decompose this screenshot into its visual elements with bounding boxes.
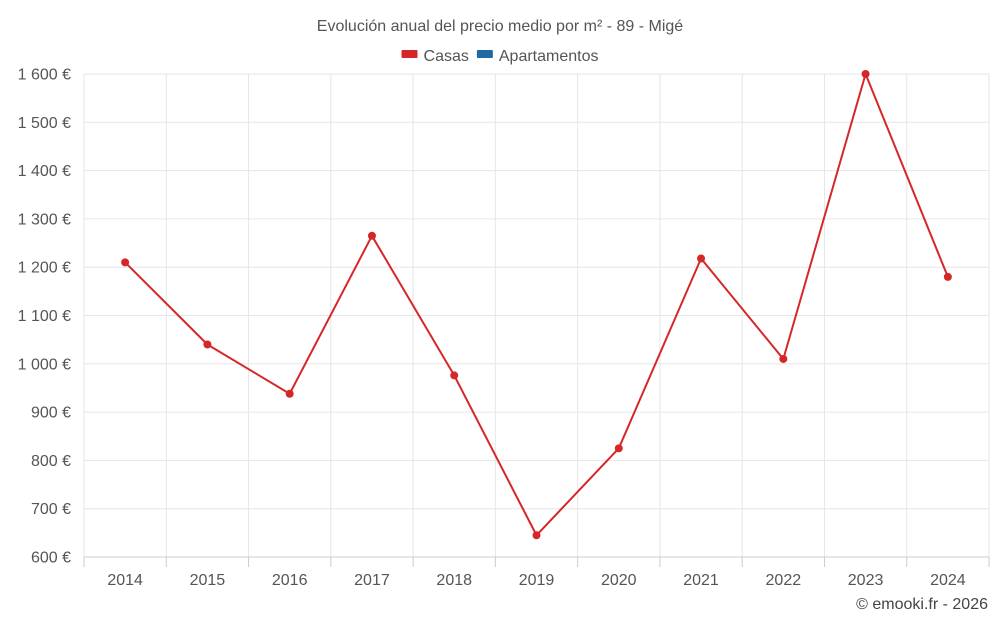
data-point — [203, 340, 212, 349]
y-tick-label: 700 € — [31, 501, 71, 518]
y-tick-label: 900 € — [31, 405, 71, 422]
data-point — [697, 254, 706, 263]
x-tick-label: 2024 — [930, 572, 966, 589]
x-tick-label: 2023 — [848, 572, 884, 589]
data-point — [121, 258, 130, 267]
legend-label: Apartamentos — [499, 48, 599, 65]
grid — [83, 73, 990, 558]
x-tick-label: 2018 — [436, 572, 472, 589]
y-tick-label: 800 € — [31, 453, 71, 470]
x-tick-label: 2016 — [272, 572, 308, 589]
y-tick-label: 1 400 € — [18, 163, 71, 180]
x-tick-label: 2014 — [107, 572, 143, 589]
data-point — [285, 389, 294, 398]
legend-swatch-apartamentos — [476, 50, 493, 58]
y-tick-label: 1 500 € — [18, 115, 71, 132]
x-tick-label: 2015 — [190, 572, 226, 589]
x-tick-label: 2021 — [683, 572, 719, 589]
legend: Casas Apartamentos — [401, 48, 599, 65]
x-tick-label: 2022 — [766, 572, 802, 589]
y-tick-label: 1 300 € — [18, 211, 71, 228]
data-point — [532, 531, 541, 540]
y-tick-label: 1 200 € — [18, 260, 71, 277]
data-point — [367, 231, 376, 240]
data-point — [943, 272, 952, 281]
y-axis-ticks: 600 € 700 € 800 € 900 € 1 000 € 1 100 € 1 200 … — [18, 67, 71, 567]
data-point — [614, 444, 623, 453]
x-tick-label: 2019 — [519, 572, 555, 589]
credit-text: © emooki.fr - 2026 — [856, 596, 988, 613]
y-tick-label: 600 € — [31, 550, 71, 567]
x-tick-label: 2017 — [354, 572, 390, 589]
legend-label: Casas — [424, 48, 469, 65]
data-point — [450, 371, 459, 380]
y-tick-label: 1 600 € — [18, 67, 71, 84]
legend-swatch-casas — [401, 50, 418, 58]
series-layer — [121, 70, 952, 540]
chart-title: Evolución anual del precio medio por m² … — [317, 18, 684, 35]
y-tick-label: 1 100 € — [18, 308, 71, 325]
x-axis-ticks: 2014 2015 2016 2017 2018 2019 2020 2021 2022 2023… — [83, 557, 990, 589]
y-tick-label: 1 000 € — [18, 356, 71, 373]
data-point — [779, 354, 788, 363]
x-tick-label: 2020 — [601, 572, 637, 589]
data-point — [861, 70, 870, 78]
